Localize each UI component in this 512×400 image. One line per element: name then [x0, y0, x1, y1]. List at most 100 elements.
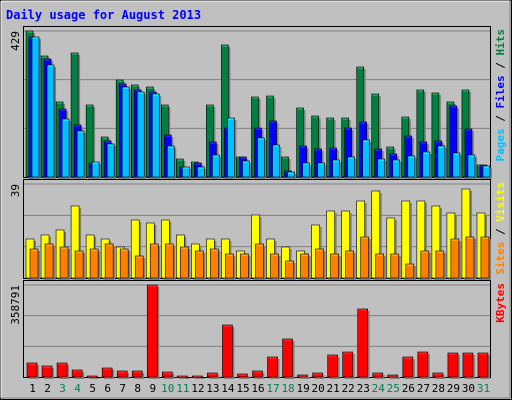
x-tick-label-day-19: 19 [296, 382, 309, 395]
bar-face [131, 370, 143, 378]
bar-sites-day-27 [420, 250, 431, 280]
bar-face [104, 243, 114, 279]
bar-pages-day-8 [136, 91, 147, 179]
bar-face [119, 248, 129, 279]
bar-face [467, 154, 476, 178]
x-tick-label-day-14: 14 [221, 382, 235, 395]
x-tick-label-day-11: 11 [176, 382, 189, 395]
bar-face [287, 171, 295, 178]
x-tick-label-day-12: 12 [191, 382, 204, 395]
bar-face [257, 137, 265, 178]
bar-sites-day-7 [119, 248, 131, 280]
bar-face [282, 338, 293, 378]
bar-kbytes-day-22 [342, 351, 355, 379]
bar-kbytes-day-31 [477, 352, 490, 379]
x-tick-label-day-27: 27 [417, 382, 430, 395]
bar-face [482, 165, 491, 178]
legend-separator: / [494, 56, 507, 76]
bar-pages-day-18 [287, 171, 297, 179]
bar-face [134, 255, 144, 279]
bar-pages-day-3 [61, 118, 72, 179]
bar-face [417, 351, 429, 378]
chart-title: Daily usage for August 2013 [6, 8, 201, 22]
legend-text: Sites / Visits [494, 182, 507, 275]
bar-kbytes-day-1 [26, 362, 39, 379]
bar-face [101, 367, 113, 378]
bar-kbytes-day-24 [372, 372, 385, 379]
legend-item-visits: Visits [494, 182, 507, 222]
x-tick-label-day-26: 26 [402, 382, 415, 395]
bar-sites-day-22 [345, 250, 356, 280]
bar-face [407, 155, 416, 178]
bar-pages-day-2 [46, 64, 57, 179]
bar-face [44, 243, 54, 279]
x-tick-label-day-10: 10 [161, 382, 174, 395]
bar-pages-day-16 [257, 137, 267, 179]
bar-face [377, 158, 386, 178]
bar-kbytes-day-7 [116, 370, 130, 379]
legend-separator: / [494, 222, 507, 242]
bar-face [146, 284, 158, 378]
bar-face [362, 139, 371, 178]
bar-face [225, 253, 234, 279]
bar-pages-day-11 [182, 166, 192, 179]
bar-face [76, 130, 85, 178]
legend-separator: / [494, 109, 507, 129]
bar-sites-day-16 [255, 243, 266, 280]
bar-face [342, 351, 353, 378]
legend-bottom: KBytes [494, 283, 507, 323]
bar-face [317, 162, 325, 178]
legend-item-hits: Hits [494, 29, 507, 56]
bar-sites-day-3 [59, 246, 71, 280]
bar-pages-day-21 [332, 159, 342, 179]
bar-shadow [89, 378, 100, 379]
bar-face [477, 352, 489, 378]
x-tick-label-day-21: 21 [327, 382, 340, 395]
bar-face [46, 64, 55, 178]
bar-pages-day-7 [121, 86, 132, 179]
bar-pages-day-5 [91, 161, 102, 179]
bar-sites-day-5 [89, 248, 101, 280]
x-tick-label-day-9: 9 [149, 382, 156, 395]
x-tick-label-day-15: 15 [236, 382, 249, 395]
bar-pages-day-23 [362, 139, 372, 179]
bar-face [327, 354, 338, 378]
bar-face [182, 166, 190, 178]
bar-face [91, 161, 100, 178]
bar-face [392, 159, 401, 178]
bar-kbytes-day-11 [177, 375, 190, 379]
bar-sites-day-24 [375, 253, 386, 280]
bar-sites-day-1 [29, 248, 40, 280]
x-tick-label-day-7: 7 [119, 382, 126, 395]
x-tick-label-day-31: 31 [477, 382, 490, 395]
bar-face [240, 253, 249, 279]
bar-pages-day-30 [467, 154, 477, 179]
bar-face [222, 324, 233, 378]
y-max-label: 429 [9, 31, 22, 51]
x-tick-label-day-18: 18 [281, 382, 294, 395]
bar-face [59, 246, 69, 279]
bar-face [452, 152, 461, 178]
bar-pages-day-4 [76, 130, 87, 179]
bar-kbytes-day-6 [101, 367, 115, 379]
bar-kbytes-day-3 [56, 362, 70, 379]
bar-face [166, 145, 175, 178]
legend-top: Pages / Files / Hits [494, 29, 507, 162]
bar-kbytes-day-15 [237, 373, 250, 379]
bar-face [149, 243, 159, 279]
bar-face [151, 93, 160, 178]
x-tick-label-day-3: 3 [59, 382, 66, 395]
panel-bottom: 358791 KBytes [9, 280, 507, 379]
bar-sites-day-30 [465, 236, 476, 280]
bar-face [164, 243, 174, 279]
bar-face [372, 372, 384, 378]
bar-kbytes-day-25 [387, 374, 400, 379]
bar-pages-day-22 [347, 156, 357, 179]
x-tick-label-day-2: 2 [44, 382, 51, 395]
bar-pages-day-26 [407, 155, 417, 179]
bar-face [89, 248, 99, 279]
legend-text: KBytes [494, 283, 507, 323]
bar-pages-day-14 [227, 117, 237, 179]
x-tick-label-day-4: 4 [74, 382, 81, 395]
